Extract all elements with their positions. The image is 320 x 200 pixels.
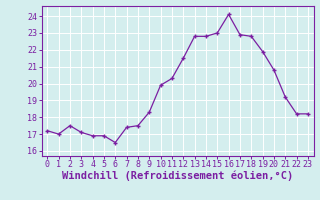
X-axis label: Windchill (Refroidissement éolien,°C): Windchill (Refroidissement éolien,°C): [62, 171, 293, 181]
